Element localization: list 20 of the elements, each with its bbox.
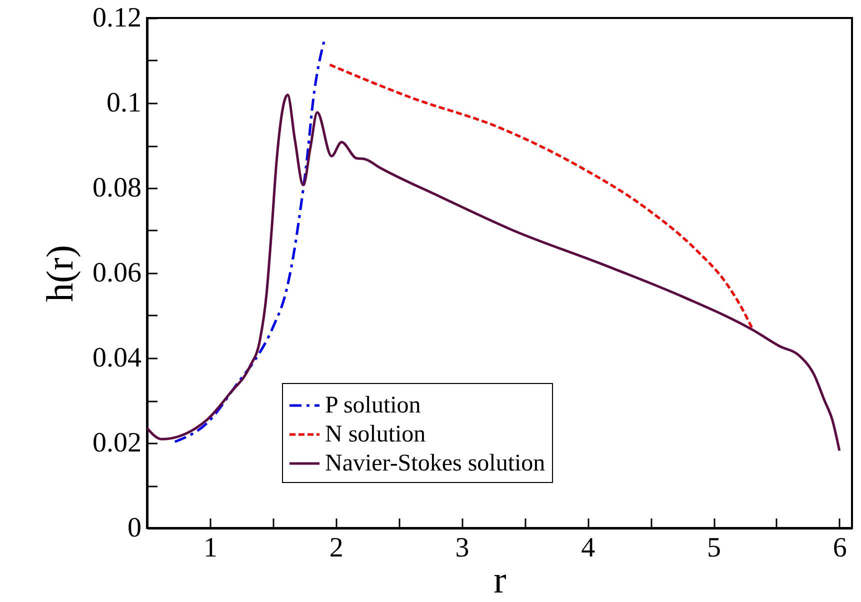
x-tick-label: 5 <box>707 532 722 564</box>
line-series <box>328 64 754 330</box>
x-tick-label: 2 <box>329 532 344 564</box>
y-tick-label: 0.12 <box>92 2 142 34</box>
x-axis-title: r <box>494 560 507 602</box>
y-axis-title: h(r) <box>40 245 82 302</box>
y-tick-label: 0.06 <box>92 258 142 288</box>
x-tick-label: 1 <box>203 532 218 564</box>
line-series <box>147 94 841 452</box>
legend-label: Navier-Stokes solution <box>325 450 546 476</box>
x-tick-label: 3 <box>455 532 470 564</box>
legend-label: N solution <box>325 422 426 448</box>
y-tick-label: 0.02 <box>92 428 142 458</box>
y-tick-label: 0.04 <box>92 342 142 374</box>
y-tick-label: 0 <box>128 512 142 544</box>
y-tick-label: 0.1 <box>106 88 142 118</box>
y-tick-label: 0.08 <box>92 172 142 204</box>
legend-label: P solution <box>325 392 421 418</box>
x-tick-label: 4 <box>581 532 596 564</box>
x-tick-label: 6 <box>832 532 847 564</box>
